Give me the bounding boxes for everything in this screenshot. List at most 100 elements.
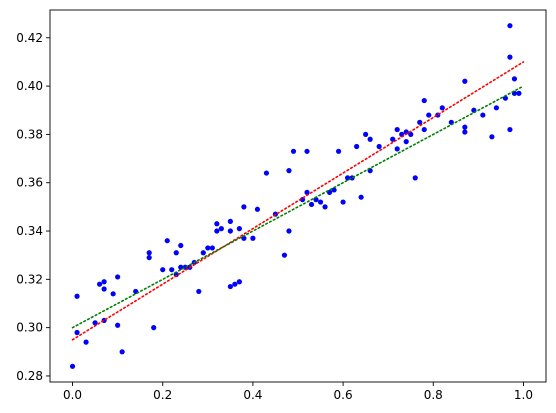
plot-area xyxy=(69,23,525,369)
scatter-point xyxy=(205,245,211,251)
scatter-point xyxy=(236,279,242,285)
scatter-point xyxy=(146,254,152,261)
x-tick-label: 0.0 xyxy=(63,388,82,402)
scatter-point xyxy=(502,95,509,101)
x-tick-label: 0.8 xyxy=(424,388,443,402)
scatter-point xyxy=(115,274,121,280)
scatter-point xyxy=(493,105,499,111)
scatter-point xyxy=(214,228,220,234)
scatter-point xyxy=(146,250,152,256)
scatter-point xyxy=(421,126,427,133)
y-axis: 0.28 0.30 0.32 0.34 0.36 0.38 0.40 0.42 xyxy=(16,31,50,383)
scatter-point xyxy=(173,250,179,256)
scatter-point xyxy=(241,235,247,241)
x-tick-label: 1.0 xyxy=(514,388,533,402)
scatter-point xyxy=(367,136,373,142)
scatter-point xyxy=(69,363,76,369)
scatter-point xyxy=(209,245,215,251)
scatter-point xyxy=(101,279,107,285)
red-fit-line xyxy=(71,61,525,341)
scatter-point xyxy=(408,131,414,138)
scatter-point xyxy=(304,148,310,154)
x-tick-label: 0.2 xyxy=(153,388,172,402)
scatter-point xyxy=(421,97,427,104)
scatter-point xyxy=(286,228,292,234)
scatter-point xyxy=(363,131,369,138)
scatter-point xyxy=(331,187,337,193)
scatter-point xyxy=(263,170,270,176)
y-tick-label: 0.40 xyxy=(16,79,43,93)
scatter-point xyxy=(376,143,382,150)
scatter-point xyxy=(354,143,360,150)
scatter-point xyxy=(403,139,409,145)
scatter-point xyxy=(322,204,328,210)
scatter-point xyxy=(254,206,261,212)
y-tick-label: 0.38 xyxy=(16,127,43,141)
scatter-point xyxy=(227,228,233,234)
scatter-point xyxy=(232,281,238,287)
scatter-point xyxy=(200,250,206,256)
y-tick-label: 0.34 xyxy=(16,224,43,238)
scatter-point xyxy=(281,252,288,258)
scatter-point xyxy=(462,129,468,135)
scatter-point xyxy=(417,119,423,125)
scatter-point xyxy=(426,112,432,118)
scatter-point xyxy=(97,281,103,287)
scatter-point xyxy=(317,199,324,205)
scatter-point xyxy=(358,194,364,200)
x-tick-label: 0.4 xyxy=(243,388,262,402)
y-tick-label: 0.30 xyxy=(16,321,43,335)
scatter-point xyxy=(394,126,400,133)
scatter-point xyxy=(119,349,125,355)
scatter-point xyxy=(115,322,121,328)
scatter-point xyxy=(160,267,166,273)
scatter-point xyxy=(241,204,247,210)
scatter-point xyxy=(196,288,202,295)
scatter-point xyxy=(227,218,233,224)
scatter-point xyxy=(236,226,242,232)
scatter-point xyxy=(169,267,175,273)
scatter-point xyxy=(227,283,233,290)
scatter-point xyxy=(516,90,522,96)
scatter-point xyxy=(110,291,116,297)
y-tick-label: 0.42 xyxy=(16,31,43,45)
scatter-point xyxy=(507,54,513,60)
scatter-point xyxy=(151,325,157,331)
x-tick-label: 0.6 xyxy=(334,388,353,402)
scatter-point xyxy=(390,136,396,142)
scatter-point xyxy=(218,226,224,232)
scatter-point xyxy=(412,175,418,181)
plot-series xyxy=(69,23,525,369)
scatter-point xyxy=(394,146,400,152)
scatter-point xyxy=(462,124,468,130)
scatter-point xyxy=(101,286,107,292)
x-axis: 0.0 0.2 0.4 0.6 0.8 1.0 xyxy=(63,382,533,402)
scatter-point xyxy=(178,242,184,249)
scatter-point xyxy=(489,134,495,140)
scatter-point xyxy=(507,126,513,133)
y-tick-label: 0.28 xyxy=(16,369,43,383)
scatter-point xyxy=(286,168,292,174)
scatter-point xyxy=(74,329,80,336)
scatter-point xyxy=(462,78,468,84)
green-fit-line xyxy=(71,85,525,329)
scatter-point xyxy=(290,148,297,154)
y-tick-label: 0.36 xyxy=(16,176,43,190)
scatter-point xyxy=(340,199,346,205)
scatter-point xyxy=(507,23,513,29)
scatter-point xyxy=(439,105,445,111)
y-tick-label: 0.32 xyxy=(16,272,43,286)
scatter-point xyxy=(304,189,310,195)
axes-frame xyxy=(49,9,547,383)
scatter-point xyxy=(92,320,98,326)
scatter-point xyxy=(511,76,518,82)
scatter-point xyxy=(74,293,80,299)
scatter-point xyxy=(164,238,170,244)
scatter-point xyxy=(480,112,486,118)
scatter-point xyxy=(335,148,342,154)
scatter-point xyxy=(214,221,220,227)
scatter-point xyxy=(308,201,315,208)
scatter-point xyxy=(250,235,256,241)
